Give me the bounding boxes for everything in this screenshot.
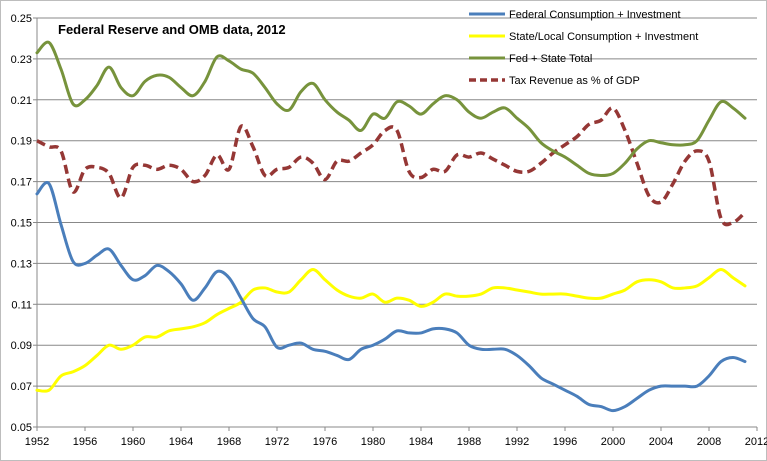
- y-tick-label: 0.05: [11, 422, 32, 434]
- x-tick-label: 1960: [121, 436, 145, 448]
- x-tick-label: 1980: [361, 436, 385, 448]
- grid-layer: [37, 17, 757, 428]
- series-line-1: [35, 268, 747, 393]
- series-line-0: [35, 181, 747, 413]
- y-tick-label: 0.07: [11, 381, 32, 393]
- x-tick-label: 1996: [553, 436, 577, 448]
- x-tick-label: 2012: [745, 436, 767, 448]
- legend-label-2: Fed + State Total: [509, 53, 592, 65]
- y-tick-label: 0.15: [11, 218, 32, 230]
- series-line-2: [35, 40, 747, 177]
- x-tick-label: 1972: [265, 436, 289, 448]
- y-tick-label: 0.21: [11, 95, 32, 107]
- x-tick-label: 1992: [505, 436, 529, 448]
- x-tick-label: 1952: [25, 436, 49, 448]
- chart-title: Federal Reserve and OMB data, 2012: [58, 22, 286, 37]
- x-tick-label: 1984: [409, 436, 433, 448]
- x-tick-label: 1964: [169, 436, 193, 448]
- y-tick-label: 0.19: [11, 136, 32, 148]
- legend-label-3: Tax Revenue as % of GDP: [509, 75, 640, 87]
- legend-label-1: State/Local Consumption + Investment: [509, 31, 698, 43]
- x-tick-label: 2000: [601, 436, 625, 448]
- x-tick-label: 2008: [697, 436, 721, 448]
- y-tick-label: 0.17: [11, 177, 32, 189]
- y-tick-label: 0.23: [11, 54, 32, 66]
- x-tick-label: 1988: [457, 436, 481, 448]
- legend-label-0: Federal Consumption + Investment: [509, 9, 681, 21]
- series-line-3: [36, 106, 747, 227]
- x-tick-label: 1976: [313, 436, 337, 448]
- y-tick-label: 0.09: [11, 340, 32, 352]
- axis-layer: 0.05 0.07 0.09 0.11 0.13 0.15 0.17 0.19 0.21 0.23…: [11, 13, 767, 448]
- series-layer: [35, 40, 747, 413]
- x-tick-label: 2004: [649, 436, 673, 448]
- x-tick-label: 1956: [73, 436, 97, 448]
- x-tick-label: 1968: [217, 436, 241, 448]
- y-tick-label: 0.13: [11, 258, 32, 270]
- y-tick-label: 0.25: [11, 13, 32, 25]
- legend: Federal Consumption + Investment State/Lo…: [469, 9, 698, 87]
- y-tick-label: 0.11: [11, 299, 32, 311]
